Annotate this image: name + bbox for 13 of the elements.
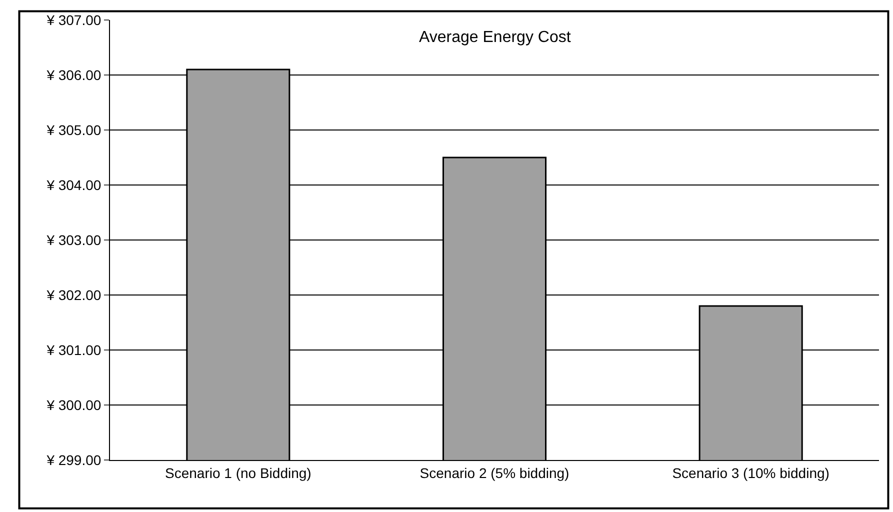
- y-tick-label: ¥ 300.00: [46, 396, 102, 413]
- y-tick-label: ¥ 302.00: [46, 286, 102, 303]
- y-tick-label: ¥ 305.00: [46, 122, 102, 138]
- text: Average Energy Cost: [419, 29, 572, 46]
- x-tick-label: Scenario 1 (no Bidding): [165, 464, 312, 481]
- y-tick-label: ¥ 304.00: [46, 176, 102, 193]
- y-tick-label: ¥ 299.00: [46, 452, 102, 468]
- x-tick-label: Scenario 3 (10% bidding): [672, 464, 830, 481]
- x-tick-label: Scenario 2 (5% bidding): [420, 464, 570, 481]
- y-tick-label: ¥ 306.00: [46, 66, 102, 83]
- y-tick-label: ¥ 307.00: [46, 12, 102, 28]
- y-tick-label: ¥ 301.00: [46, 342, 102, 358]
- y-tick-label: ¥ 303.00: [46, 232, 102, 248]
